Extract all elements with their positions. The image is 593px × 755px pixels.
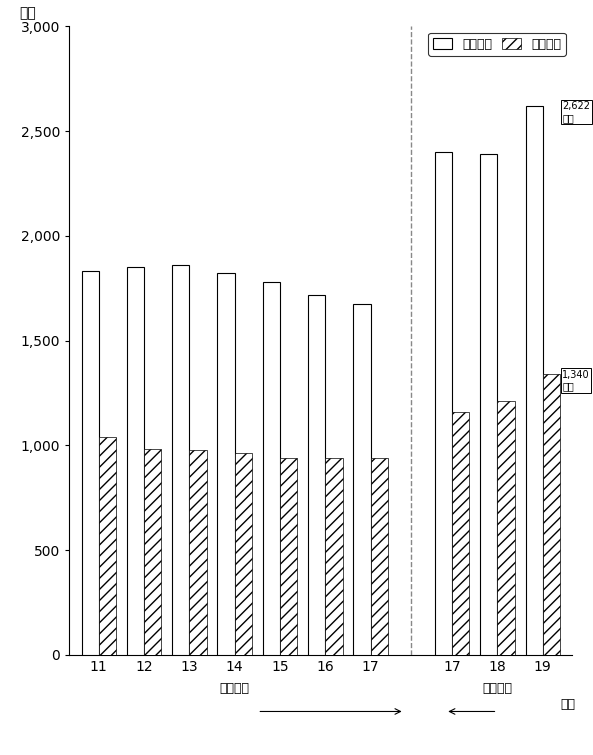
Text: 年度: 年度 [560, 698, 575, 711]
Bar [82, 272, 99, 655]
Bar [235, 453, 252, 655]
Bar [99, 437, 116, 655]
Bar [308, 294, 326, 655]
Bar [525, 106, 543, 655]
Text: 2,622
億円: 2,622 億円 [562, 101, 590, 123]
Bar [218, 273, 235, 655]
Bar [498, 402, 515, 655]
Bar [263, 282, 280, 655]
Bar [280, 458, 297, 655]
Legend: 歳入総額, 市税収入: 歳入総額, 市税収入 [428, 32, 566, 56]
Text: 億円: 億円 [19, 6, 36, 20]
Bar [353, 304, 371, 655]
Bar [371, 458, 388, 655]
Text: 旧浜松市: 旧浜松市 [219, 683, 250, 695]
Text: 1,340
億円: 1,340 億円 [562, 370, 590, 392]
Bar [435, 152, 452, 655]
Bar [452, 412, 469, 655]
Bar [189, 450, 206, 655]
Text: 新浜松市: 新浜松市 [483, 683, 512, 695]
Bar [543, 374, 560, 655]
Bar [326, 458, 343, 655]
Bar [144, 448, 161, 655]
Bar [480, 154, 498, 655]
Bar [127, 267, 144, 655]
Bar [172, 265, 189, 655]
